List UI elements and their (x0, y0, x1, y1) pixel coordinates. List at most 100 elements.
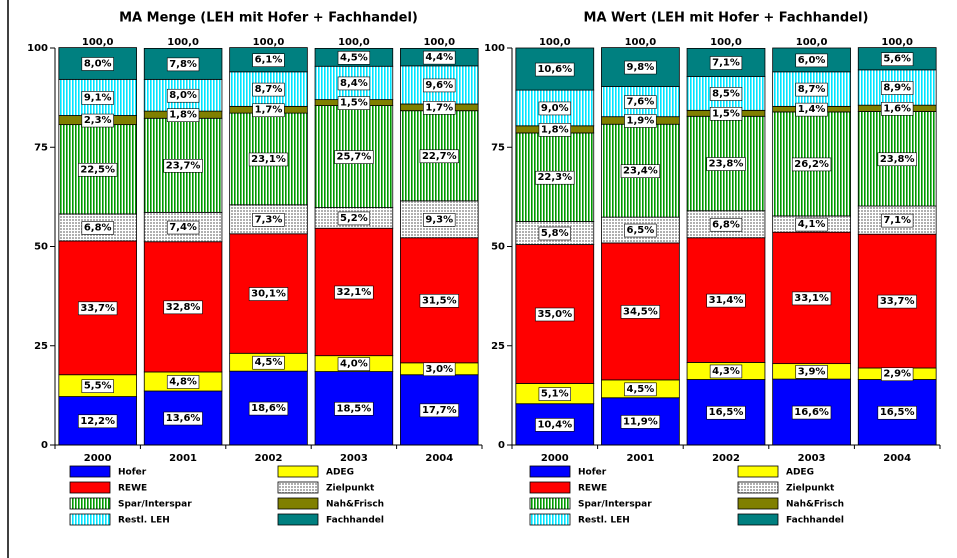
legend-label: REWE (578, 484, 607, 494)
data-label: 7,1% (883, 215, 911, 226)
legend-label: Fachhandel (786, 516, 844, 526)
data-label-box (166, 375, 200, 389)
data-label: 9,8% (627, 62, 655, 73)
data-label: 1,5% (712, 108, 740, 119)
data-label-box (538, 123, 571, 137)
bar-segment (400, 65, 479, 105)
data-label: 18,5% (337, 403, 372, 414)
data-label: 7,3% (255, 214, 283, 225)
data-label: 6,0% (798, 55, 826, 66)
data-label-box (620, 305, 661, 319)
data-label-box (419, 293, 459, 308)
data-label: 7,1% (712, 57, 740, 68)
data-label-box (624, 223, 657, 238)
data-label-box (706, 293, 746, 308)
data-label-box (419, 403, 459, 418)
data-label: 9,6% (425, 80, 453, 91)
data-label: 1,8% (169, 110, 197, 121)
data-label-box (337, 76, 371, 91)
data-label-box (163, 159, 203, 173)
data-label-box (881, 81, 914, 95)
legend-label: Restl. LEH (578, 516, 630, 526)
data-label-box (791, 157, 832, 172)
y-tick-label: 75 (491, 142, 505, 153)
data-label: 31,5% (422, 295, 457, 306)
legend-label: ADEG (326, 468, 354, 478)
data-label: 1,7% (425, 102, 453, 113)
data-label: 8,7% (255, 84, 283, 95)
data-label: 3,0% (425, 364, 453, 375)
data-label: 3,9% (798, 366, 826, 377)
data-label: 32,1% (337, 287, 372, 298)
legend-swatch (69, 465, 111, 478)
legend-swatch (277, 497, 319, 510)
total-label: 100,0 (167, 37, 199, 48)
data-label-box (881, 102, 914, 116)
legend-swatch (277, 513, 319, 526)
legend-swatch (737, 513, 779, 526)
data-label-box (709, 107, 743, 121)
legend-label: REWE (118, 484, 147, 494)
x-tick-label: 2003 (798, 453, 826, 464)
data-label: 1,8% (541, 124, 569, 135)
data-label-box (78, 414, 118, 429)
data-label: 23,7% (166, 160, 201, 171)
data-label-box (337, 211, 371, 226)
data-label: 5,8% (541, 228, 569, 239)
data-label: 11,9% (623, 416, 658, 427)
data-label-box (252, 53, 285, 68)
data-label: 4,8% (169, 376, 197, 387)
legend-swatch (737, 465, 779, 478)
x-tick-label: 2004 (425, 453, 453, 464)
data-label: 1,9% (627, 115, 655, 126)
legend-swatch (529, 465, 571, 478)
y-tick-label: 50 (34, 242, 48, 253)
data-label: 8,9% (883, 83, 911, 94)
data-label: 23,8% (880, 154, 915, 165)
data-label: 23,1% (251, 154, 286, 165)
data-label: 17,7% (422, 405, 457, 416)
data-label-box (248, 287, 289, 301)
data-label: 23,4% (623, 166, 658, 177)
x-tick-label: 2004 (883, 453, 911, 464)
data-label: 2,9% (883, 369, 911, 380)
data-label: 5,6% (883, 54, 911, 65)
x-tick-label: 2002 (255, 453, 283, 464)
data-label-box (81, 57, 114, 71)
data-label-box (423, 78, 456, 93)
x-tick-label: 2000 (84, 453, 112, 464)
data-label: 16,5% (709, 407, 744, 418)
data-label: 4,4% (425, 52, 453, 63)
data-label: 9,3% (425, 214, 453, 225)
legend-label: Nah&Frisch (786, 500, 844, 510)
data-label: 8,5% (712, 88, 740, 99)
y-tick-label: 100 (27, 43, 48, 54)
data-label-box (81, 113, 114, 128)
legend-swatch (69, 513, 111, 526)
legend-swatch (277, 465, 319, 478)
data-label-box (877, 294, 917, 309)
total-label: 100,0 (710, 37, 742, 48)
data-label-box (795, 217, 828, 232)
x-tick-label: 2003 (340, 453, 368, 464)
data-label-box (538, 101, 571, 116)
data-label-box (881, 52, 914, 67)
y-tick-label: 25 (34, 341, 48, 352)
data-label-box (709, 56, 743, 70)
data-label: 10,4% (537, 419, 572, 430)
data-label: 2,3% (84, 115, 112, 126)
x-tick-label: 2002 (712, 453, 740, 464)
data-label: 5,5% (84, 381, 112, 392)
legend-label: Hofer (118, 468, 147, 478)
data-label-box (877, 152, 917, 167)
data-label-box (252, 213, 285, 227)
data-label: 32,8% (166, 302, 201, 313)
data-label-box (166, 88, 200, 103)
legend-label: Zielpunkt (786, 484, 835, 494)
data-label-box (81, 379, 114, 393)
data-label: 16,5% (880, 407, 915, 418)
data-label-box (620, 415, 661, 429)
y-tick-label: 100 (484, 43, 505, 54)
data-label-box (795, 365, 828, 379)
data-label-box (163, 300, 203, 315)
